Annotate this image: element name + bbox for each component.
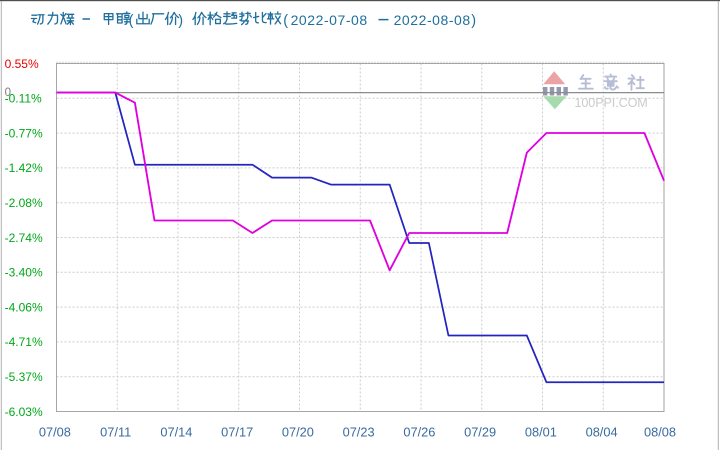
svg-text:(: ( <box>129 13 134 29</box>
svg-text:07/11: 07/11 <box>100 424 131 439</box>
svg-text:0: 0 <box>5 87 11 99</box>
svg-text:2022-07-08: 2022-07-08 <box>291 12 368 28</box>
svg-text:-0.77%: -0.77% <box>5 126 43 140</box>
svg-text:-2.08%: -2.08% <box>5 196 43 210</box>
svg-text:-4.71%: -4.71% <box>5 335 43 349</box>
svg-text:07/23: 07/23 <box>343 424 375 439</box>
svg-text:2022-08-08: 2022-08-08 <box>394 12 471 28</box>
svg-text:08/04: 08/04 <box>586 424 618 439</box>
svg-text:-6.03%: -6.03% <box>5 405 43 419</box>
svg-text:07/17: 07/17 <box>221 424 253 439</box>
svg-text:08/01: 08/01 <box>525 424 557 439</box>
svg-text:-4.06%: -4.06% <box>5 300 43 314</box>
svg-text:-5.37%: -5.37% <box>5 370 43 384</box>
svg-text:07/20: 07/20 <box>282 424 314 439</box>
svg-text:(: ( <box>283 13 288 29</box>
svg-text:): ) <box>471 13 476 29</box>
svg-text:07/26: 07/26 <box>403 424 435 439</box>
svg-text:-3.40%: -3.40% <box>5 266 43 280</box>
svg-text:-1.42%: -1.42% <box>5 161 43 175</box>
svg-text:0.55%: 0.55% <box>5 57 39 71</box>
svg-text:-0.11%: -0.11% <box>5 92 42 106</box>
svg-text:): ) <box>178 13 183 29</box>
svg-text:100PPI.COM: 100PPI.COM <box>575 96 648 110</box>
svg-text:-2.74%: -2.74% <box>5 231 43 245</box>
svg-text:08/08: 08/08 <box>644 424 676 439</box>
svg-text:07/08: 07/08 <box>39 424 71 439</box>
svg-text:07/29: 07/29 <box>464 424 496 439</box>
svg-text:07/14: 07/14 <box>160 424 192 439</box>
